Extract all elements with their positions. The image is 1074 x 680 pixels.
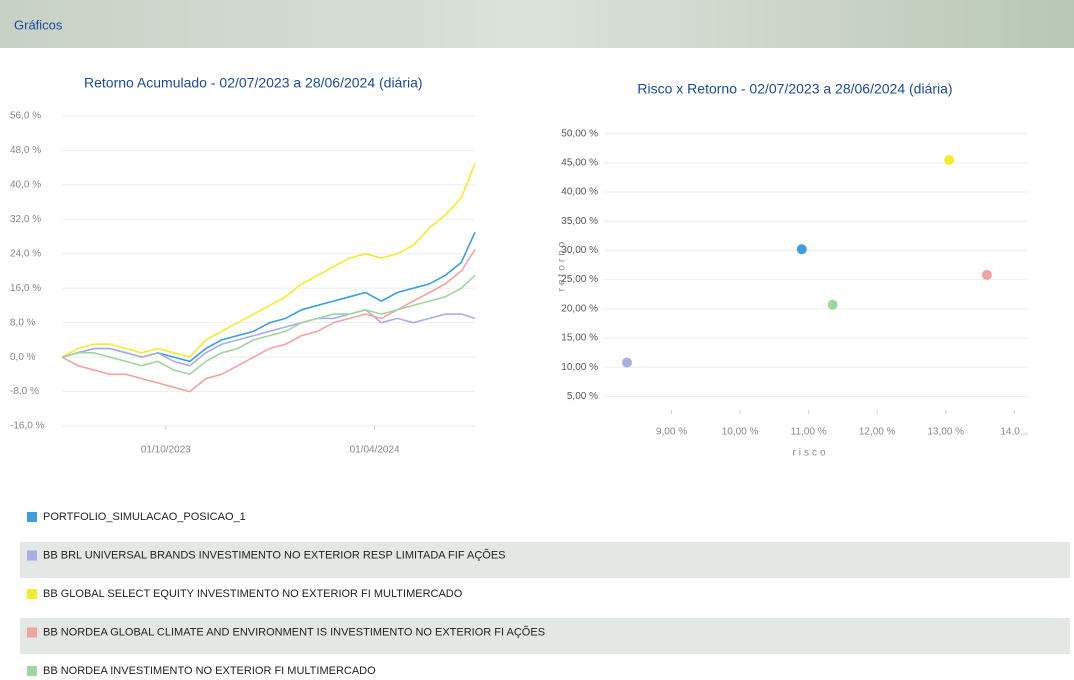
legend-label: BB BRL UNIVERSAL BRANDS INVESTIMENTO NO … bbox=[43, 548, 506, 561]
series-line bbox=[61, 231, 476, 363]
series-line bbox=[61, 308, 476, 367]
y-tick-label: 40,0 % bbox=[10, 180, 41, 191]
scatter-point bbox=[944, 154, 955, 165]
legend-label: PORTFOLIO_SIMULACAO_POSICAO_1 bbox=[43, 511, 246, 523]
header-bar bbox=[0, 0, 1074, 48]
legend-band bbox=[20, 542, 1070, 578]
y-tick-label: 0,0 % bbox=[10, 352, 36, 363]
y-tick-label: 56,0 % bbox=[10, 111, 41, 122]
x-axis-label: risco bbox=[792, 448, 828, 459]
series-line bbox=[61, 249, 476, 393]
series-line bbox=[61, 274, 476, 376]
x-tick-label: 10,00 % bbox=[722, 427, 759, 438]
x-tick-label: 9,00 % bbox=[656, 427, 687, 438]
scatter-point bbox=[796, 244, 807, 255]
y-tick-label: 25,00 % bbox=[561, 274, 598, 285]
y-tick-label: 20,00 % bbox=[561, 303, 598, 314]
legend-label: BB GLOBAL SELECT EQUITY INVESTIMENTO NO … bbox=[43, 588, 463, 600]
legend-label: BB NORDEA GLOBAL CLIMATE AND ENVIRONMENT… bbox=[43, 625, 545, 638]
x-tick-label: 11,00 % bbox=[791, 427, 827, 438]
y-tick-label: 40,00 % bbox=[561, 187, 598, 198]
header-title: Gráficos bbox=[14, 17, 63, 32]
y-tick-label: 8,0 % bbox=[10, 317, 36, 328]
chart-title: Retorno Acumulado - 02/07/2023 a 28/06/2… bbox=[84, 75, 423, 91]
x-tick-label: 01/04/2024 bbox=[350, 445, 400, 456]
y-tick-label: -16,0 % bbox=[10, 421, 45, 432]
y-tick-label: 48,0 % bbox=[10, 145, 41, 156]
scatter-point bbox=[621, 357, 632, 368]
scatter-point bbox=[981, 269, 992, 280]
legend-swatch bbox=[27, 666, 37, 676]
x-tick-label: 14,0... bbox=[1000, 427, 1028, 438]
y-tick-label: 24,0 % bbox=[10, 248, 41, 259]
y-tick-label: 30,00 % bbox=[561, 245, 598, 256]
y-tick-label: 50,00 % bbox=[561, 128, 598, 139]
y-axis-label: retorno bbox=[557, 239, 568, 292]
y-tick-label: 15,00 % bbox=[561, 333, 598, 344]
legend-swatch bbox=[27, 550, 37, 561]
chart-title: Risco x Retorno - 02/07/2023 a 28/06/202… bbox=[637, 81, 952, 97]
x-tick-label: 13,00 % bbox=[927, 427, 964, 438]
y-tick-label: 32,0 % bbox=[10, 214, 41, 225]
legend-swatch bbox=[27, 589, 37, 599]
legend-band bbox=[20, 618, 1070, 654]
legend-swatch bbox=[27, 627, 37, 638]
y-tick-label: 35,00 % bbox=[561, 216, 598, 227]
y-tick-label: -8,0 % bbox=[10, 386, 39, 397]
x-tick-label: 12,00 % bbox=[859, 427, 896, 438]
legend-label: BB NORDEA INVESTIMENTO NO EXTERIOR FI MU… bbox=[43, 665, 376, 677]
legend-swatch bbox=[27, 512, 37, 522]
y-tick-label: 10,00 % bbox=[561, 362, 598, 373]
y-tick-label: 5,00 % bbox=[567, 391, 598, 402]
y-tick-label: 16,0 % bbox=[10, 283, 41, 294]
scatter-point bbox=[827, 299, 838, 310]
x-tick-label: 01/10/2023 bbox=[141, 445, 191, 456]
y-tick-label: 45,00 % bbox=[561, 157, 598, 168]
series-line bbox=[61, 163, 476, 358]
